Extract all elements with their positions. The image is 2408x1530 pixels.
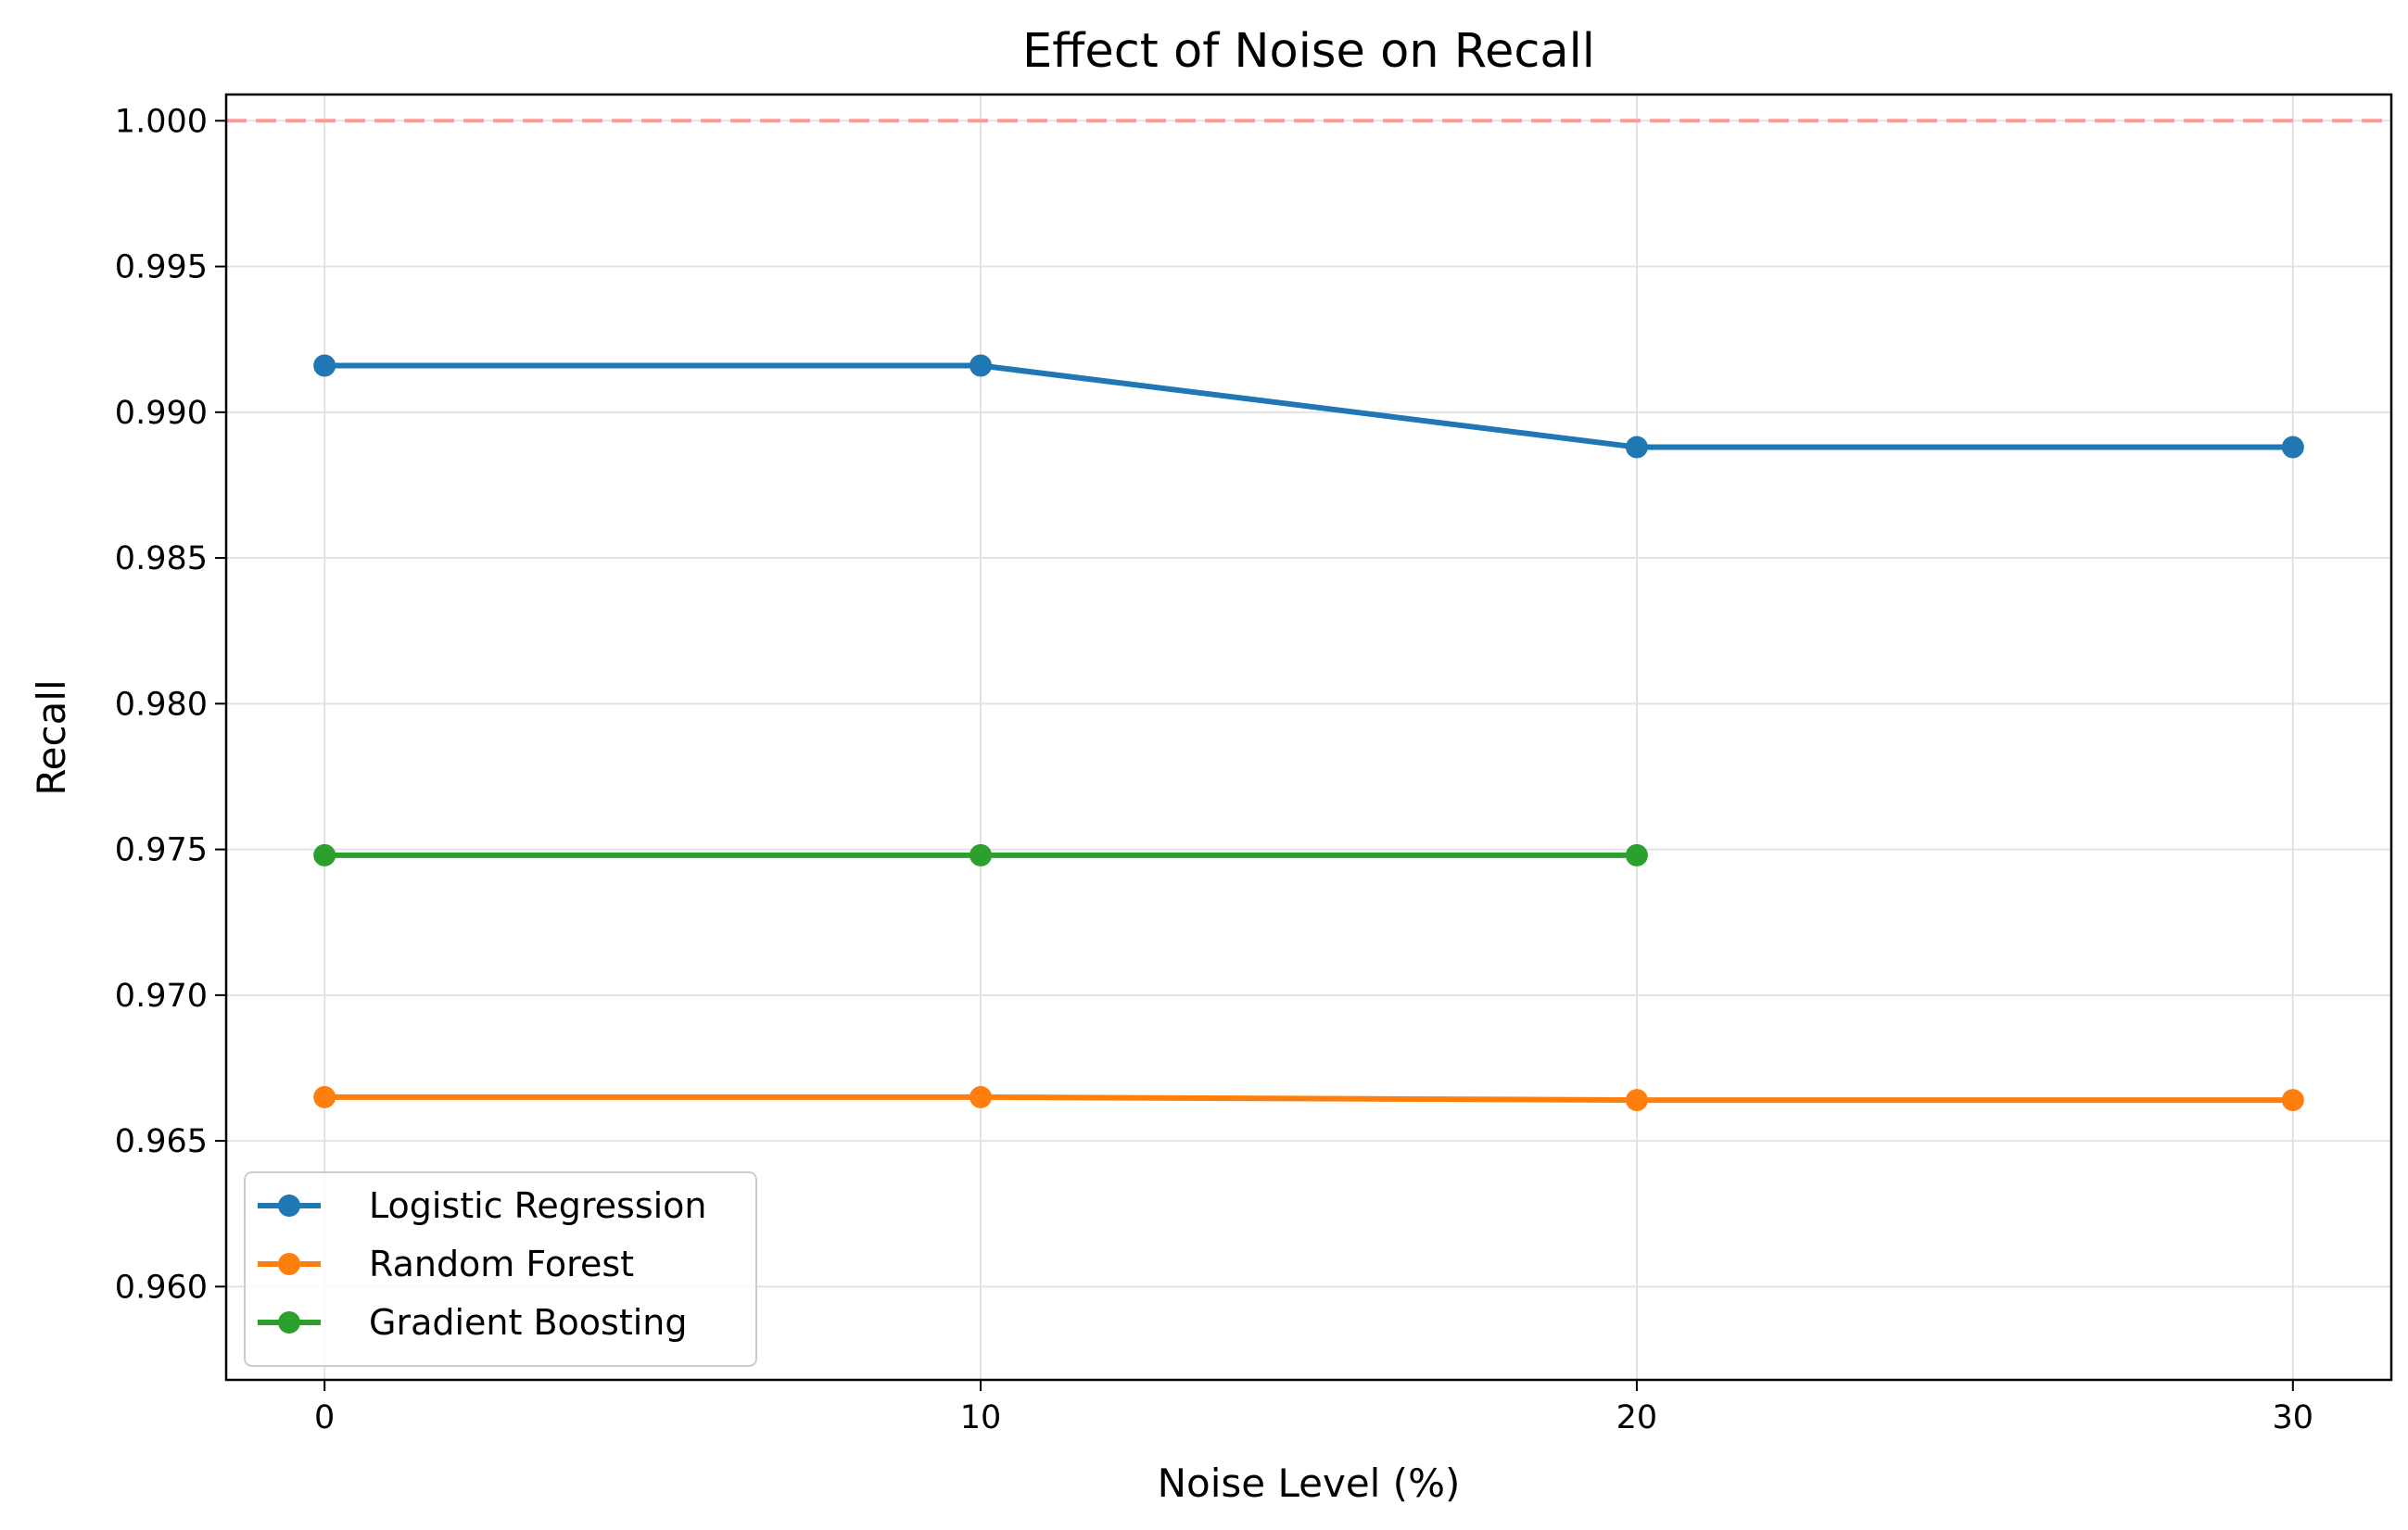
- legend-marker: [278, 1253, 300, 1275]
- grid-lines: [226, 95, 2391, 1380]
- x-tick-label: 0: [314, 1399, 335, 1436]
- legend: Logistic Regression Random Forest Gradient…: [244, 1171, 757, 1367]
- y-tick-label: 0.995: [115, 249, 208, 286]
- data-point: [970, 843, 993, 866]
- series-group: [313, 354, 2304, 1112]
- data-point: [1625, 436, 1648, 459]
- legend-item: Random Forest: [258, 1244, 634, 1284]
- x-axis-label: Noise Level (%): [1158, 1460, 1461, 1506]
- legend-label: Gradient Boosting: [369, 1302, 688, 1343]
- y-tick-label: 0.970: [115, 978, 208, 1015]
- legend-box: [244, 1171, 757, 1367]
- plot-area-frame: [224, 93, 2393, 1382]
- data-point: [2281, 1089, 2304, 1112]
- data-point: [313, 354, 336, 377]
- legend-item: Logistic Regression: [258, 1185, 707, 1226]
- y-tick-label: 0.960: [115, 1269, 208, 1306]
- series-line: [324, 362, 2293, 450]
- legend-label: Logistic Regression: [369, 1185, 707, 1226]
- y-tick-label: 0.965: [115, 1123, 208, 1160]
- data-point: [970, 354, 993, 377]
- series-logistic-regression: [313, 354, 2304, 459]
- data-point: [1625, 1089, 1648, 1112]
- y-tick-label: 0.990: [115, 395, 208, 432]
- y-axis-label: Recall: [29, 679, 74, 795]
- legend-marker: [278, 1311, 300, 1334]
- series-random-forest: [313, 1085, 2304, 1112]
- y-tick-label: 1.000: [115, 103, 208, 140]
- series-line: [324, 1094, 2293, 1104]
- y-axis-ticks: 0.960 0.965 0.970 0.975 0.980 0.985 0.990 0.995…: [115, 103, 226, 1306]
- x-tick-label: 30: [2273, 1399, 2314, 1436]
- data-point: [970, 1085, 993, 1108]
- y-tick-label: 0.980: [115, 686, 208, 723]
- data-point: [313, 843, 336, 866]
- legend-label: Random Forest: [369, 1244, 634, 1284]
- data-point: [2281, 436, 2304, 459]
- x-tick-label: 20: [1616, 1399, 1658, 1436]
- chart-title: Effect of Noise on Recall: [1022, 24, 1595, 79]
- y-tick-label: 0.975: [115, 832, 208, 869]
- data-point: [313, 1085, 336, 1108]
- x-axis-ticks: 0 10 20 30: [314, 1380, 2313, 1436]
- x-tick-label: 10: [960, 1399, 1002, 1436]
- series-gradient-boosting: [313, 843, 1648, 866]
- legend-item: Gradient Boosting: [258, 1302, 688, 1343]
- data-point: [1625, 843, 1648, 866]
- y-tick-label: 0.985: [115, 540, 208, 577]
- legend-marker: [278, 1195, 300, 1217]
